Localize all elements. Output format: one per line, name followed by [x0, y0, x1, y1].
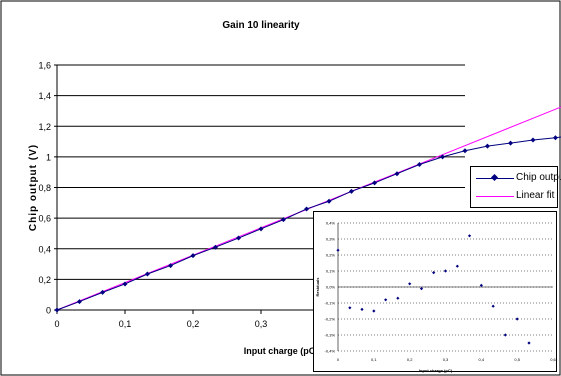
residual-point	[384, 298, 388, 302]
chart-title: Gain 10 linearity	[222, 20, 300, 31]
y-tick-label: 0,6	[38, 214, 51, 224]
chip-output-point	[122, 281, 128, 287]
inset-chart: -0,4% -0,3% -0,2% -0,1% 0,0% 0,1% 0,2% 0,3% 0,4%…	[315, 221, 557, 374]
chip-output-point	[212, 244, 218, 250]
legend: Chip output Linear fit	[470, 166, 561, 208]
y-axis-title: Chip output (V)	[28, 144, 39, 231]
legend-label-chip-output: Chip output	[516, 172, 561, 183]
y-tick-label: 0,2	[38, 275, 51, 285]
inset-y-tick-label: 0,2%	[326, 253, 336, 258]
inset-x-tick-label: 0,1	[371, 357, 377, 362]
inset-y-tick-label: 0,4%	[326, 221, 336, 226]
chip-output-point	[304, 206, 310, 212]
chip-output-point	[326, 198, 332, 204]
chip-output-point	[144, 271, 150, 277]
inset-x-tick-label: 0,6	[550, 357, 556, 362]
residual-point	[443, 269, 448, 273]
chip-output-point	[416, 162, 422, 168]
residual-point	[348, 306, 352, 310]
chip-output-point	[462, 148, 468, 154]
legend-item-linear-fit: Linear fit	[471, 190, 557, 204]
y-tick-label: 1,6	[38, 61, 51, 71]
inset-y-tick-label: 0,3%	[326, 237, 336, 242]
inset-y-tick-label: -0,2%	[325, 317, 336, 322]
residual-point	[432, 271, 436, 275]
x-tick-label: 0,3	[255, 319, 268, 329]
y-tick-label: 1	[46, 152, 51, 162]
residual-point	[396, 296, 400, 300]
residual-point	[527, 341, 531, 345]
chip-output-point	[168, 263, 174, 269]
inset-y-tick-label: 0,0%	[326, 285, 336, 290]
residual-point	[467, 234, 472, 238]
residual-point	[479, 283, 483, 287]
inset-y-tick-label: -0,3%	[325, 333, 336, 338]
residual-point	[408, 282, 412, 286]
residual-point	[491, 304, 495, 308]
residual-point	[503, 333, 507, 337]
inset-x-tick-label: 0,3	[443, 357, 449, 362]
x-tick-label: 0,1	[119, 319, 132, 329]
x-axis-title: Input charge (pC)	[244, 346, 319, 356]
legend-item-chip-output: Chip output	[471, 172, 561, 186]
series-chip-output	[56, 136, 561, 311]
y-tick-label: 0,8	[38, 183, 51, 193]
chip-output-point	[508, 140, 514, 146]
inset-x-tick-label: 0	[337, 357, 340, 362]
residual-point	[455, 264, 459, 268]
y-tick-label: 0	[46, 306, 51, 316]
chip-output-point	[258, 226, 264, 232]
residual-point	[372, 309, 376, 313]
residual-point	[336, 248, 340, 252]
x-tick-label: 0	[54, 319, 59, 329]
chip-output-point	[280, 217, 286, 223]
inset-x-tick-label: 0,5	[514, 357, 520, 362]
inset-x-tick-label: 0,2	[407, 357, 413, 362]
y-tick-label: 1,4	[38, 91, 51, 101]
inset-x-axis-title: Input charge (pC)	[419, 368, 453, 373]
chip-output-point	[348, 188, 354, 194]
inset-y-axis-title: Residuals	[315, 277, 320, 297]
residual-point	[419, 287, 424, 291]
inset-panel	[313, 211, 557, 372]
legend-marker-chip-output	[490, 173, 499, 182]
chip-output-point	[190, 253, 196, 259]
y-tick-label: 0,4	[38, 244, 51, 254]
inset-y-tick-label: 0,1%	[326, 269, 336, 274]
chip-output-point	[440, 154, 446, 160]
residual-point	[515, 317, 519, 321]
inset-x-tick-label: 0,4	[479, 357, 485, 362]
chip-output-point	[54, 307, 60, 313]
x-tick-label: 0,2	[187, 319, 200, 329]
chip-output-point	[484, 143, 490, 149]
chip-output-point	[394, 171, 400, 177]
inset-y-tick-label: -0,4%	[325, 349, 336, 354]
chip-output-point	[530, 137, 536, 143]
chip-output-point	[76, 299, 82, 305]
chip-output-point	[552, 135, 558, 141]
legend-swatch-linear-fit	[476, 196, 514, 197]
chip-output-point	[100, 289, 106, 295]
inset-y-tick-label: -0,1%	[325, 301, 336, 306]
chip-output-point	[236, 235, 242, 241]
y-tick-label: 1,2	[38, 122, 51, 132]
residual-point	[360, 307, 364, 311]
chip-output-point	[372, 180, 378, 186]
legend-label-linear-fit: Linear fit	[516, 190, 555, 201]
